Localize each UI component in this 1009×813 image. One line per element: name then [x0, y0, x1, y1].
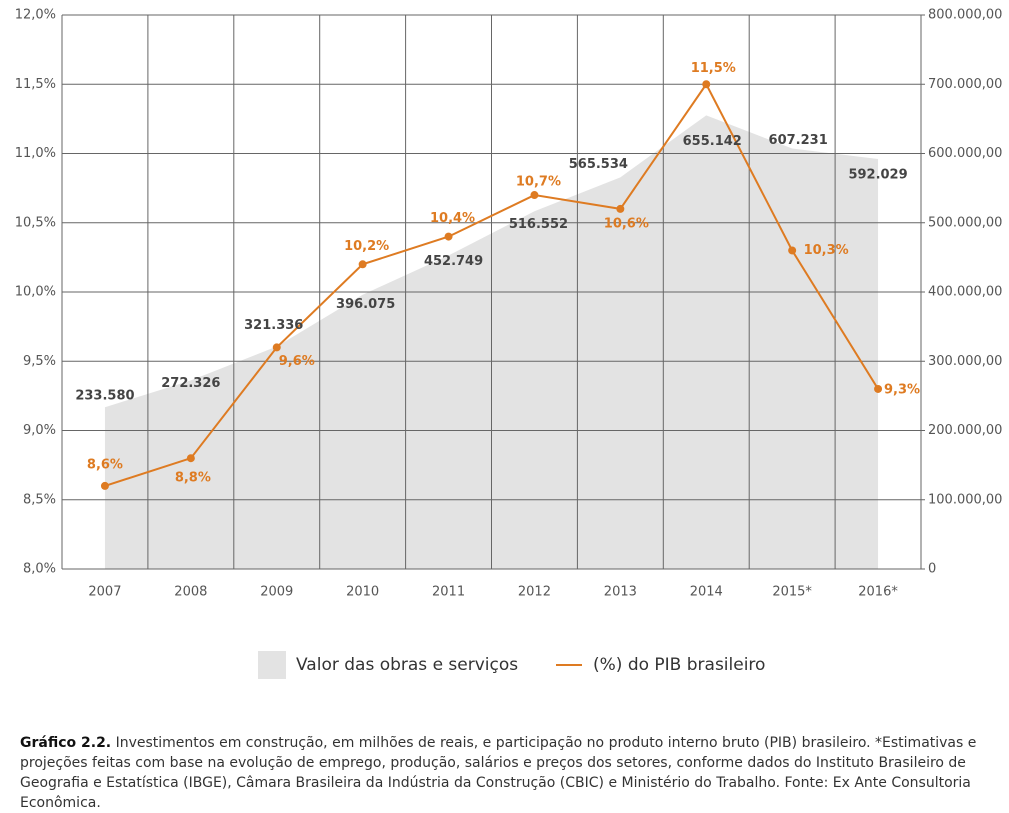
line-value-label: 8,6%: [87, 457, 123, 472]
x-tick-label: 2014: [690, 585, 723, 600]
y2-tick-label: 500.000,00: [928, 215, 1002, 230]
y-tick-label: 9,5%: [23, 354, 56, 369]
line-point: [358, 260, 367, 269]
y2-tick-label: 800.000,00: [928, 8, 1002, 23]
line-value-label: 8,8%: [175, 471, 211, 486]
line-value-label: 11,5%: [691, 61, 736, 76]
area-value-label: 516.552: [509, 217, 568, 232]
line-point: [186, 454, 195, 463]
y-tick-label: 12,0%: [15, 8, 56, 23]
y-tick-label: 10,5%: [15, 215, 56, 230]
line-point: [100, 481, 109, 490]
area-value-label: 272.326: [161, 376, 220, 391]
y-tick-label: 10,0%: [15, 285, 56, 300]
line-value-label: 10,7%: [516, 175, 561, 190]
chart: 8,0% 8,5% 9,0% 9,5% 10,0% 10,5% 11,0% 11,5% 12,0…: [15, 8, 1002, 679]
legend-swatch: [258, 651, 286, 679]
line-point: [616, 204, 625, 213]
line-value-label: 10,4%: [430, 211, 475, 226]
x-tick-label: 2016*: [858, 585, 898, 600]
caption-text: Investimentos em construção, em milhões …: [20, 735, 977, 811]
y-tick-label: 11,0%: [15, 146, 56, 161]
y-tick-label: 8,0%: [23, 562, 56, 577]
line-value-label: 10,3%: [804, 243, 849, 258]
area-value-label: 565.534: [569, 157, 628, 172]
line-point: [444, 232, 453, 241]
y-tick-label: 11,5%: [15, 77, 56, 92]
area-value-label: 592.029: [848, 168, 907, 183]
area-value-label: 655.142: [683, 134, 742, 149]
line-point: [702, 80, 711, 89]
y2-tick-label: 700.000,00: [928, 77, 1002, 92]
y2-tick-label: 600.000,00: [928, 146, 1002, 161]
line-point: [788, 246, 797, 255]
x-tick-label: 2010: [346, 585, 379, 600]
line-value-label: 10,6%: [604, 216, 649, 231]
area-value-label: 607.231: [769, 133, 828, 148]
area-value-label: 233.580: [75, 389, 134, 404]
area-value-label: 321.336: [244, 318, 303, 333]
x-tick-label: 2008: [174, 585, 207, 600]
x-tick-label: 2015*: [772, 585, 812, 600]
line-value-label: 10,2%: [344, 239, 389, 254]
line-point: [530, 191, 539, 200]
line-value-label: 9,6%: [279, 354, 315, 369]
y2-tick-label: 300.000,00: [928, 354, 1002, 369]
line-point: [272, 343, 281, 352]
x-tick-label: 2011: [432, 585, 465, 600]
legend-label: Valor das obras e serviços: [296, 655, 518, 675]
x-tick-label: 2007: [88, 585, 121, 600]
caption-label: Gráfico 2.2.: [20, 735, 112, 751]
x-tick-label: 2012: [518, 585, 551, 600]
line: [104, 82, 879, 487]
y-tick-label: 9,0%: [23, 423, 56, 438]
y2-tick-label: 400.000,00: [928, 285, 1002, 300]
y2-tick-label: 100.000,00: [928, 492, 1002, 507]
legend-label: (%) do PIB brasileiro: [593, 655, 765, 675]
caption: Gráfico 2.2. Investimentos em construção…: [20, 733, 995, 813]
y2-tick-label: 0: [928, 562, 936, 577]
line-value-label: 9,3%: [884, 382, 920, 397]
y-tick-label: 8,5%: [23, 492, 56, 507]
x-tick-label: 2013: [604, 585, 637, 600]
x-tick-label: 2009: [260, 585, 293, 600]
area-value-label: 452.749: [424, 254, 483, 269]
line-point: [874, 384, 883, 393]
area-value-label: 396.075: [336, 297, 395, 312]
y2-tick-label: 200.000,00: [928, 423, 1002, 438]
